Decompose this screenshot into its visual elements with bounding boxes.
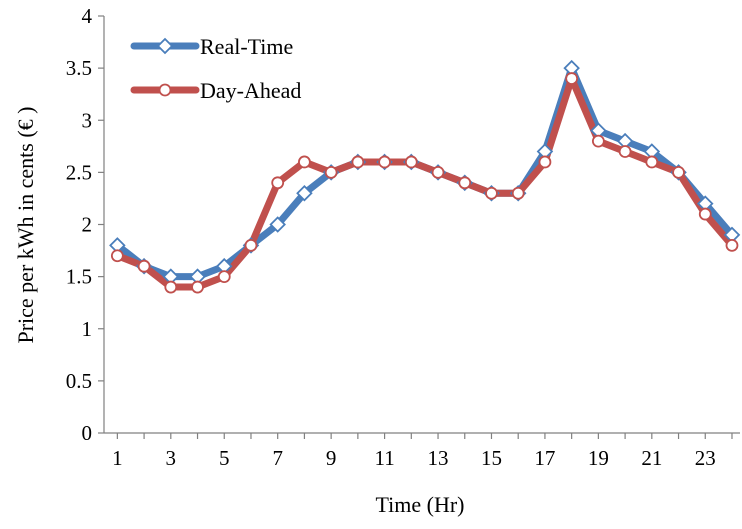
legend-label-real-time: Real-Time — [200, 34, 293, 59]
day-ahead-point — [618, 145, 632, 158]
series-line-day-ahead — [113, 75, 736, 291]
y-axis-ticks: 0 0.5 1 1.5 2 2.5 3 3.5 4 — [66, 4, 104, 445]
legend-marker-real-time — [156, 37, 174, 55]
day-ahead-point — [298, 155, 311, 169]
x-axis-title: Time (Hr) — [375, 492, 464, 517]
x-tick-label: 15 — [481, 446, 502, 470]
day-ahead-point — [538, 155, 552, 169]
y-tick-label: 1.5 — [66, 265, 92, 289]
series-markers — [109, 59, 741, 294]
day-ahead-point — [485, 186, 498, 200]
y-tick-label: 1 — [82, 317, 93, 341]
y-tick-label: 0.5 — [66, 369, 92, 393]
y-tick-label: 2.5 — [66, 160, 92, 184]
day-ahead-point — [351, 155, 365, 169]
x-tick-label: 21 — [641, 446, 662, 470]
day-ahead-point — [137, 259, 151, 273]
real-time-point — [296, 184, 313, 202]
day-ahead-point — [458, 176, 472, 190]
legend: Real-Time Day-Ahead — [130, 34, 301, 103]
y-tick-label: 0 — [82, 421, 93, 445]
day-ahead-point — [591, 134, 605, 148]
y-tick-label: 3 — [82, 108, 93, 132]
day-ahead-point — [725, 238, 739, 252]
x-tick-label: 7 — [272, 446, 283, 470]
day-ahead-point — [672, 165, 685, 179]
day-ahead-point — [217, 270, 231, 284]
y-tick-label: 3.5 — [66, 56, 92, 80]
x-tick-label: 19 — [588, 446, 609, 470]
day-ahead-point — [645, 155, 659, 169]
x-axis-ticks: 1 3 5 7 9 11 13 15 17 19 21 23 — [112, 433, 733, 470]
day-ahead-point — [324, 165, 338, 179]
day-ahead-point — [511, 186, 525, 200]
day-ahead-point — [164, 280, 178, 294]
y-tick-label: 4 — [82, 4, 93, 28]
x-tick-label: 11 — [374, 446, 394, 470]
day-ahead-point — [698, 207, 712, 221]
day-ahead-point — [271, 176, 285, 190]
day-ahead-point — [191, 280, 204, 294]
x-tick-label: 9 — [326, 446, 337, 470]
real-time-point — [269, 216, 286, 233]
x-tick-label: 3 — [166, 446, 177, 470]
legend-marker-day-ahead — [158, 83, 172, 97]
day-ahead-point — [110, 249, 124, 263]
x-tick-label: 1 — [112, 446, 123, 470]
day-ahead-point — [431, 165, 445, 179]
legend-label-day-ahead: Day-Ahead — [200, 78, 301, 103]
y-axis-title: Price per kWh in cents (€ ) — [13, 106, 38, 343]
day-ahead-point — [378, 155, 391, 169]
x-tick-label: 13 — [428, 446, 449, 470]
y-tick-label: 2 — [82, 213, 93, 237]
day-ahead-point — [565, 72, 579, 85]
x-tick-label: 23 — [695, 446, 716, 470]
day-ahead-point — [244, 238, 258, 252]
x-tick-label: 17 — [534, 446, 555, 470]
day-ahead-point — [404, 155, 418, 169]
x-tick-label: 5 — [219, 446, 230, 470]
